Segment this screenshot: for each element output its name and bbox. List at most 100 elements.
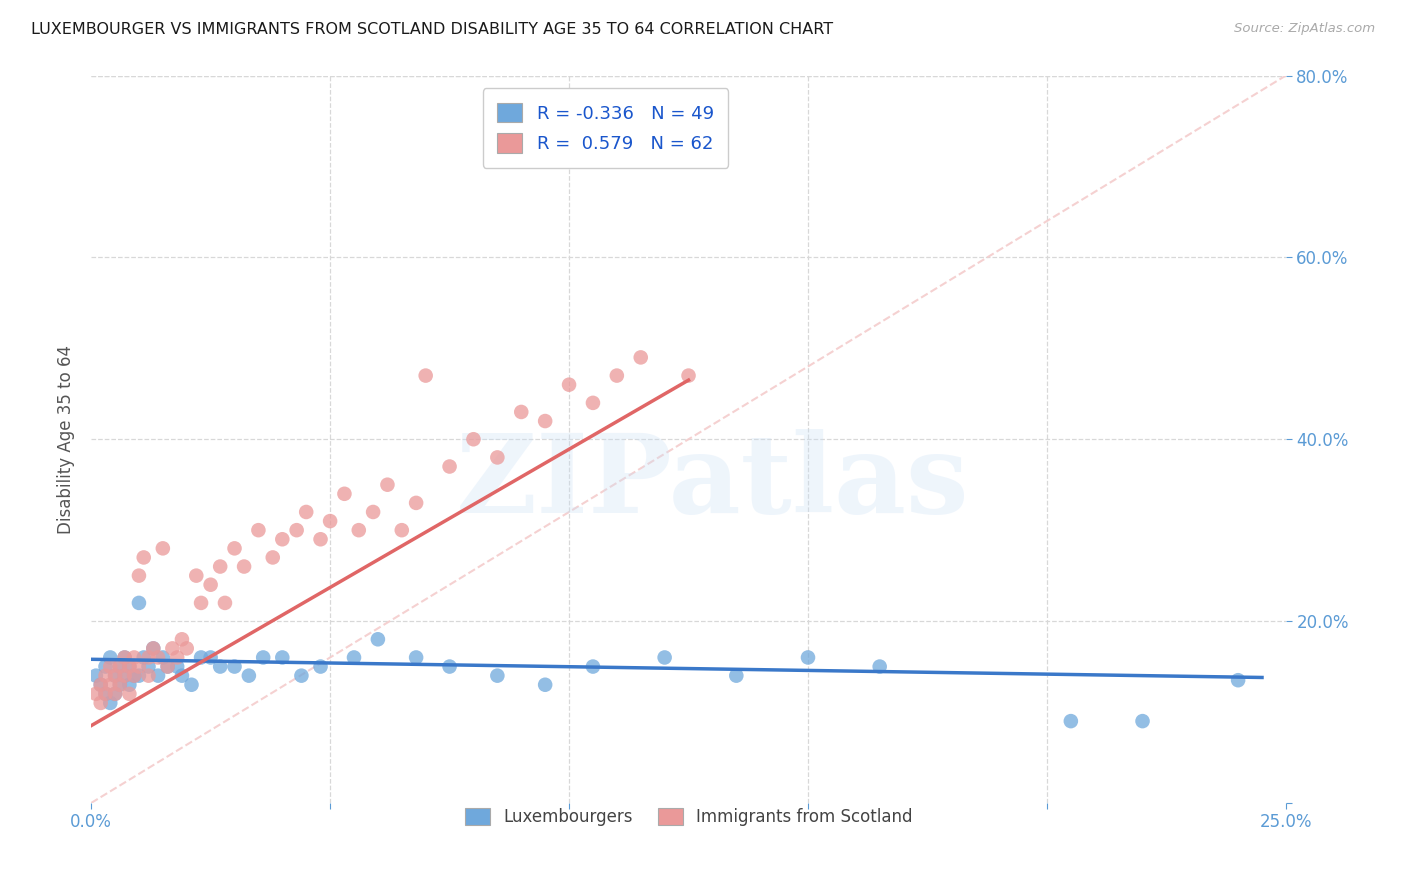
Point bbox=[271, 650, 294, 665]
Point bbox=[439, 659, 461, 673]
Point bbox=[104, 687, 127, 701]
Point bbox=[122, 668, 145, 682]
Point bbox=[114, 650, 136, 665]
Point bbox=[98, 678, 121, 692]
Point bbox=[347, 523, 370, 537]
Point bbox=[152, 650, 174, 665]
Point bbox=[233, 559, 256, 574]
Point bbox=[162, 641, 184, 656]
Point bbox=[869, 659, 891, 673]
Point bbox=[128, 596, 150, 610]
Point bbox=[1060, 714, 1083, 728]
Point bbox=[128, 568, 150, 582]
Point bbox=[725, 668, 748, 682]
Point bbox=[252, 650, 274, 665]
Point bbox=[84, 668, 107, 682]
Point bbox=[290, 668, 312, 682]
Point bbox=[90, 678, 112, 692]
Point bbox=[128, 668, 150, 682]
Text: LUXEMBOURGER VS IMMIGRANTS FROM SCOTLAND DISABILITY AGE 35 TO 64 CORRELATION CHA: LUXEMBOURGER VS IMMIGRANTS FROM SCOTLAND… bbox=[31, 22, 834, 37]
Point bbox=[122, 650, 145, 665]
Point bbox=[486, 450, 509, 465]
Point bbox=[391, 523, 413, 537]
Point bbox=[309, 533, 332, 547]
Point bbox=[209, 659, 232, 673]
Point bbox=[295, 505, 318, 519]
Point bbox=[190, 650, 212, 665]
Point bbox=[534, 414, 557, 428]
Point bbox=[108, 678, 131, 692]
Point bbox=[343, 650, 366, 665]
Point bbox=[367, 632, 389, 647]
Point bbox=[132, 550, 155, 565]
Point bbox=[98, 659, 121, 673]
Point bbox=[486, 668, 509, 682]
Point bbox=[132, 650, 155, 665]
Point bbox=[176, 641, 198, 656]
Point bbox=[606, 368, 628, 383]
Point bbox=[200, 578, 222, 592]
Point bbox=[142, 641, 165, 656]
Point bbox=[104, 668, 127, 682]
Point bbox=[118, 678, 141, 692]
Point bbox=[582, 396, 605, 410]
Point bbox=[224, 659, 246, 673]
Point bbox=[510, 405, 533, 419]
Point bbox=[534, 678, 557, 692]
Point bbox=[238, 668, 260, 682]
Point bbox=[146, 668, 169, 682]
Point bbox=[186, 568, 208, 582]
Point bbox=[377, 477, 399, 491]
Point bbox=[98, 650, 121, 665]
Point bbox=[200, 650, 222, 665]
Point bbox=[190, 596, 212, 610]
Point bbox=[333, 487, 356, 501]
Point bbox=[180, 678, 202, 692]
Point bbox=[156, 659, 179, 673]
Point bbox=[285, 523, 308, 537]
Point bbox=[247, 523, 270, 537]
Point bbox=[104, 687, 127, 701]
Point bbox=[152, 541, 174, 556]
Point bbox=[678, 368, 700, 383]
Point bbox=[166, 650, 188, 665]
Point bbox=[118, 659, 141, 673]
Point bbox=[90, 696, 112, 710]
Point bbox=[114, 668, 136, 682]
Point bbox=[104, 668, 127, 682]
Point bbox=[142, 641, 165, 656]
Point bbox=[156, 659, 179, 673]
Point bbox=[1227, 673, 1250, 688]
Point bbox=[654, 650, 676, 665]
Point bbox=[582, 659, 605, 673]
Point bbox=[166, 659, 188, 673]
Point bbox=[94, 668, 117, 682]
Point bbox=[309, 659, 332, 673]
Point bbox=[90, 678, 112, 692]
Point bbox=[94, 687, 117, 701]
Point bbox=[108, 659, 131, 673]
Point bbox=[558, 377, 581, 392]
Point bbox=[319, 514, 342, 528]
Text: Source: ZipAtlas.com: Source: ZipAtlas.com bbox=[1234, 22, 1375, 36]
Point bbox=[98, 696, 121, 710]
Point bbox=[209, 559, 232, 574]
Point bbox=[262, 550, 284, 565]
Legend: Luxembourgers, Immigrants from Scotland: Luxembourgers, Immigrants from Scotland bbox=[457, 800, 921, 835]
Point bbox=[170, 632, 193, 647]
Point bbox=[654, 132, 676, 146]
Point bbox=[84, 687, 107, 701]
Point bbox=[108, 678, 131, 692]
Point bbox=[170, 668, 193, 682]
Point bbox=[114, 668, 136, 682]
Point bbox=[630, 351, 652, 365]
Point bbox=[138, 659, 160, 673]
Point bbox=[146, 650, 169, 665]
Point bbox=[405, 650, 427, 665]
Point bbox=[94, 687, 117, 701]
Point bbox=[797, 650, 820, 665]
Point bbox=[122, 668, 145, 682]
Point bbox=[118, 659, 141, 673]
Point bbox=[439, 459, 461, 474]
Point bbox=[118, 687, 141, 701]
